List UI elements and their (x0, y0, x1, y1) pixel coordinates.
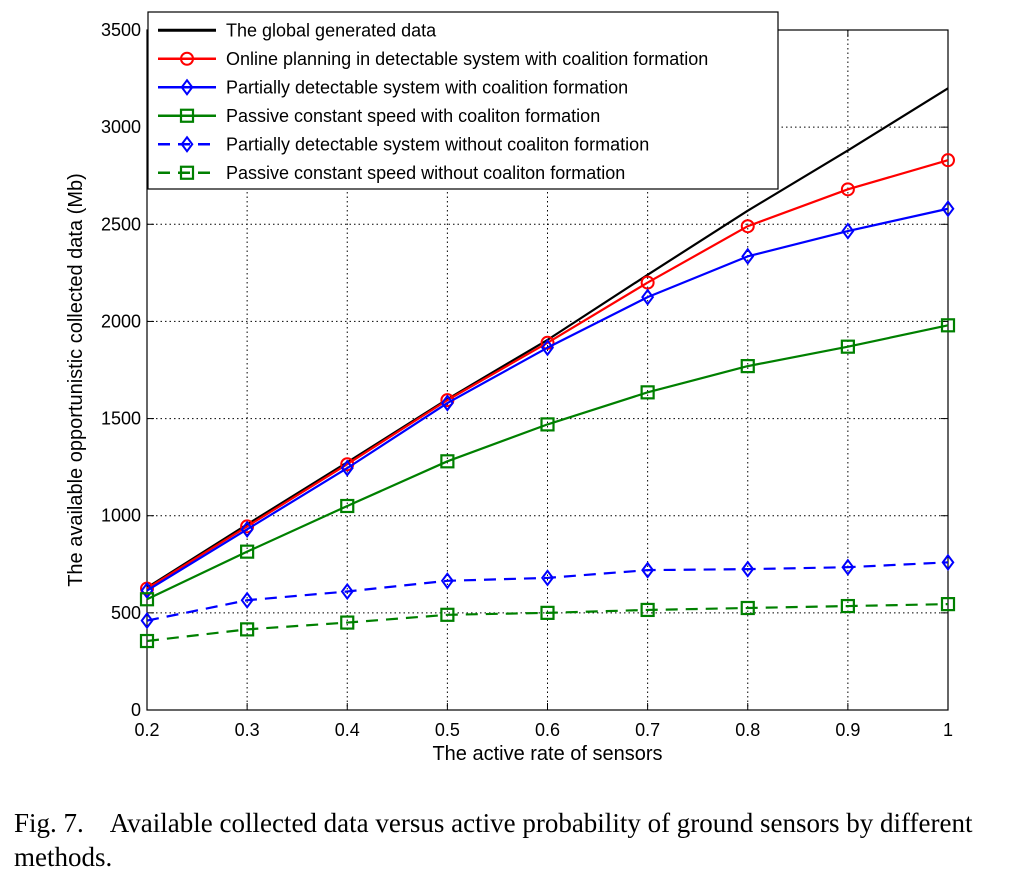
series-line (146, 603, 949, 643)
data-point-marker (139, 592, 155, 607)
x-tick-label: 0.9 (835, 720, 860, 740)
legend-marker (180, 78, 194, 96)
axis-ticks: 0.2 0.3 0.4 0.5 0.6 0.7 0.8 0.9 1 0 500 1000 1500 200… (101, 20, 953, 740)
legend: The global generated data Online planning… (147, 11, 779, 190)
data-point-marker (240, 622, 255, 637)
data-point-marker (941, 553, 955, 572)
y-axis-title: The available opportunistic collected da… (65, 173, 87, 587)
legend-entry: Passive constant speed without coaliton … (158, 163, 625, 183)
data-point-marker (240, 520, 254, 538)
legend-marker (180, 51, 194, 66)
legend-entry: Partially detectable system with coaliti… (158, 77, 628, 97)
series-3 (140, 200, 955, 600)
data-point-marker (941, 153, 955, 168)
data-point-marker (340, 615, 355, 630)
x-tick-label: 0.2 (134, 720, 159, 740)
x-tick-label: 0.7 (635, 720, 660, 740)
data-point-marker (841, 558, 855, 576)
data-point-marker (440, 607, 455, 622)
series-6 (139, 597, 956, 649)
legend-box (147, 11, 779, 190)
legend-label: Online planning in detectable system wit… (226, 49, 708, 69)
data-point-marker (741, 247, 755, 266)
legend-label: The global generated data (226, 20, 437, 40)
data-point-marker (440, 572, 454, 590)
data-point-marker (941, 200, 955, 218)
data-point-marker (140, 581, 154, 600)
series-line (146, 561, 949, 622)
y-tick-label: 0 (131, 700, 141, 720)
legend-entry: Passive constant speed with coaliton for… (158, 106, 600, 126)
data-point-marker (640, 385, 655, 400)
series-line (146, 159, 949, 590)
data-point-marker (541, 338, 554, 357)
series-5 (140, 553, 955, 630)
data-point-marker (541, 569, 554, 587)
data-point-marker (340, 459, 354, 477)
figure-caption-text: Available collected data versus active p… (14, 808, 973, 872)
x-tick-label: 0.6 (535, 720, 560, 740)
data-point-marker (740, 600, 755, 616)
series-line (146, 324, 949, 601)
x-tick-label: 0.5 (435, 720, 460, 740)
figure-caption-label: Fig. 7. (14, 808, 84, 838)
x-tick-label: 0.3 (235, 720, 260, 740)
data-point-marker (340, 582, 354, 601)
data-point-marker (741, 560, 755, 578)
x-axis-title: The active rate of sensors (432, 743, 662, 765)
data-point-marker (940, 318, 956, 333)
line-chart: 0.2 0.3 0.4 0.5 0.6 0.7 0.8 0.9 1 0 500 1000 1500 200… (65, 11, 956, 765)
y-tick-label: 500 (111, 603, 141, 623)
data-point-marker (841, 222, 855, 240)
legend-marker (179, 165, 195, 180)
x-tick-label: 0.8 (735, 720, 760, 740)
data-point-marker (240, 544, 255, 559)
data-point-marker (440, 394, 454, 412)
series-lines (139, 87, 956, 649)
data-point-marker (840, 339, 855, 354)
data-point-marker (440, 454, 455, 469)
legend-marker (180, 135, 194, 153)
y-tick-label: 1000 (101, 506, 141, 526)
data-point-marker (840, 182, 855, 197)
data-point-marker (240, 591, 254, 609)
data-point-marker (340, 498, 355, 514)
y-tick-label: 3500 (101, 20, 141, 40)
data-point-marker (540, 417, 555, 432)
legend-label: Passive constant speed with coaliton for… (226, 106, 600, 126)
y-tick-label: 1500 (101, 409, 141, 429)
data-point-marker (740, 219, 755, 234)
legend-entry: Online planning in detectable system wit… (158, 49, 708, 69)
data-point-marker (640, 602, 655, 618)
legend-marker (179, 108, 195, 123)
data-point-marker (140, 611, 154, 630)
data-point-marker (740, 359, 755, 374)
x-tick-label: 0.4 (335, 720, 360, 740)
legend-label: Partially detectable system with coaliti… (226, 77, 628, 97)
data-point-marker (641, 561, 655, 579)
data-point-marker (139, 633, 155, 649)
data-point-marker (840, 598, 855, 614)
series-4 (139, 318, 956, 607)
legend-label: Passive constant speed without coaliton … (226, 163, 625, 183)
data-point-marker (540, 605, 555, 620)
y-tick-label: 2500 (101, 214, 141, 234)
data-point-marker (641, 288, 655, 306)
legend-entry: Partially detectable system without coal… (158, 134, 649, 154)
figure-caption: Fig. 7. Available collected data versus a… (14, 806, 1014, 874)
legend-entry: The global generated data (158, 20, 437, 40)
y-tick-label: 3000 (101, 117, 141, 137)
data-point-marker (940, 597, 956, 612)
legend-label: Partially detectable system without coal… (226, 134, 649, 154)
y-tick-label: 2000 (101, 311, 141, 331)
series-line (146, 207, 949, 592)
x-tick-label: 1 (943, 720, 953, 740)
